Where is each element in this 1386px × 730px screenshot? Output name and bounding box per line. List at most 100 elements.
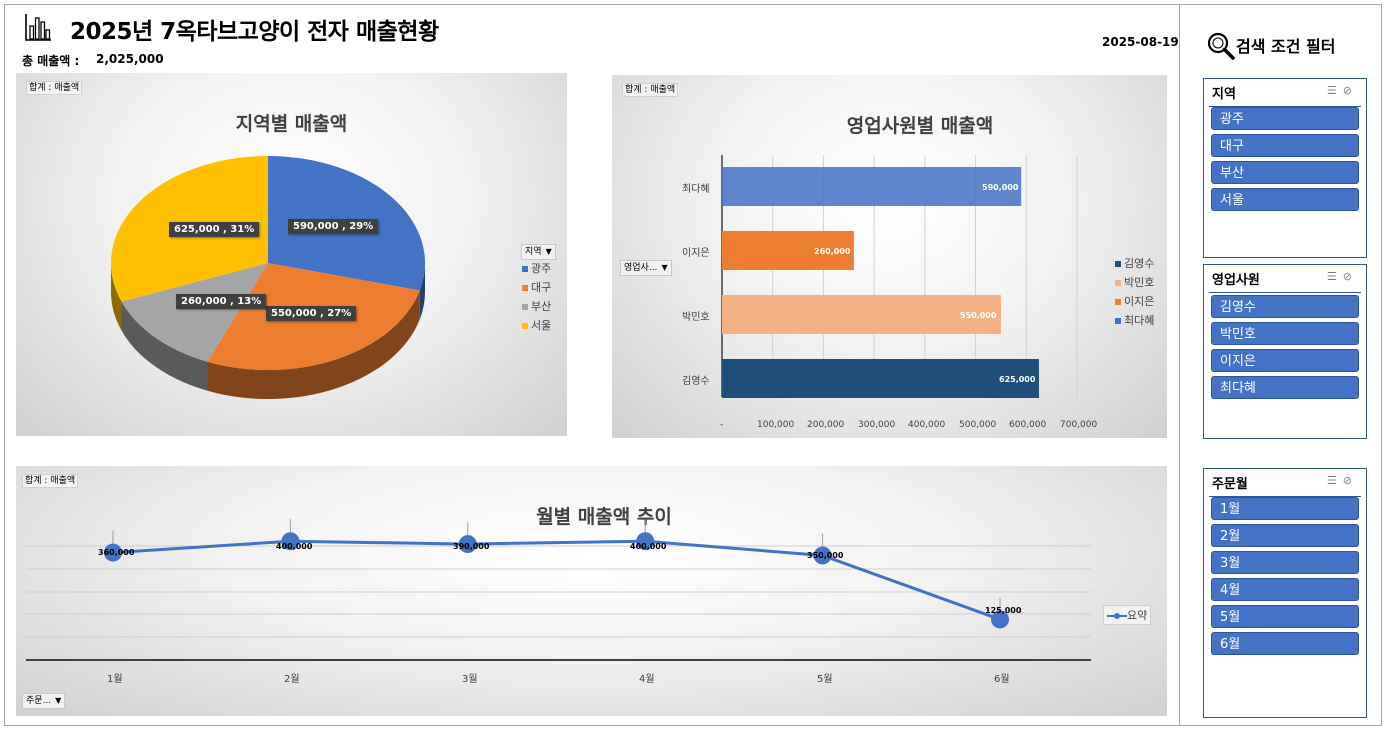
slicer-item-leejieun[interactable]: 이지은: [1211, 349, 1359, 372]
legend-label: 부산: [531, 300, 552, 313]
legend-swatch: [522, 285, 528, 291]
legend-label: 박민호: [1124, 276, 1155, 289]
dropdown-arrow-icon: ▼: [661, 263, 668, 272]
slicer-item-gwangju[interactable]: 광주: [1211, 107, 1359, 130]
total-sales-value: 2,025,000: [96, 52, 164, 66]
month-filter-label: 주문...: [26, 696, 52, 706]
line-point: [991, 610, 1009, 629]
slicer-title: 지역: [1212, 87, 1236, 102]
line-value-label: 125,000: [985, 606, 1022, 615]
month-axis-label: 5월: [817, 674, 833, 685]
pie-slice-side: [207, 290, 420, 400]
slicer-item-busan[interactable]: 부산: [1211, 161, 1359, 184]
legend-item-gwangju: 광주: [522, 260, 551, 276]
pie-chart: [111, 156, 425, 400]
month-axis-label: 2월: [284, 674, 300, 685]
slicer-item-may[interactable]: 5월: [1211, 605, 1359, 628]
pie-sum-tag[interactable]: 합계 : 매출액: [26, 81, 83, 95]
legend-label: 서울: [531, 319, 552, 332]
legend-item-choidahye: 최다혜: [1115, 312, 1154, 328]
x-tick-label: 600,000: [1009, 420, 1047, 430]
clear-filter-icon[interactable]: ⊘: [1342, 474, 1358, 487]
slicer-item-choidahye[interactable]: 최다혜: [1211, 376, 1359, 399]
slicer-item-kimyoungsu[interactable]: 김영수: [1211, 295, 1359, 318]
pie-slice-side: [121, 301, 208, 391]
month-axis-label: 6월: [994, 674, 1010, 685]
slicer-toolbar: ☰⊘: [1327, 84, 1358, 97]
legend-swatch: [1115, 318, 1121, 324]
pie-slice-side: [111, 263, 122, 331]
pie-slice: [121, 263, 268, 362]
pie-chart-region[interactable]: 합계 : 매출액 지역별 매출액 지역 ▼ 광주 대구 부산 서울 590,000…: [16, 73, 567, 436]
slicer-item-parkminho[interactable]: 박민호: [1211, 322, 1359, 345]
filter-panel-title: 검색 조건 필터: [1236, 37, 1336, 56]
pie-data-label: 550,000 , 27%: [266, 306, 357, 321]
x-tick-label: 700,000: [1060, 420, 1098, 430]
line-chart-region[interactable]: 합계 : 매출액 월별 매출액 추이 360,000 400,000 390,0…: [16, 466, 1167, 716]
slicer-item-seoul[interactable]: 서울: [1211, 188, 1359, 211]
line-point: [813, 546, 832, 565]
legend-label: 광주: [531, 262, 552, 275]
legend-item-daegu: 대구: [522, 279, 551, 295]
legend-item-kimyoungsu: 김영수: [1115, 255, 1154, 271]
legend-item-parkminho: 박민호: [1115, 274, 1154, 290]
clear-filter-icon[interactable]: ⊘: [1342, 270, 1358, 283]
month-filter-button[interactable]: 주문... ▼: [22, 693, 66, 709]
bar-category-label: 최다혜: [682, 184, 710, 195]
bar-chart-icon: [25, 14, 51, 41]
line-value-label: 400,000: [630, 542, 667, 551]
bar-chart-region[interactable]: 합계 : 매출액 영업사원별 매출액 영업사... ▼ 최다혜 이지은 박민호 김…: [612, 75, 1167, 438]
line-chart-title: 월별 매출액 추이: [536, 506, 672, 528]
legend-swatch: [522, 323, 528, 329]
bar: [722, 359, 1039, 398]
slicer-item-apr[interactable]: 4월: [1211, 578, 1359, 601]
legend-label: 요약: [1127, 609, 1148, 622]
legend-label: 김영수: [1124, 257, 1155, 270]
x-tick-label: 300,000: [858, 420, 896, 430]
bar-category-label: 김영수: [682, 376, 710, 387]
legend-swatch: [522, 304, 528, 310]
slicer-item-mar[interactable]: 3월: [1211, 551, 1359, 574]
slicer-divider: [1209, 292, 1361, 293]
region-slicer: 지역 ☰⊘ 광주 대구 부산 서울: [1203, 78, 1367, 258]
slicer-item-feb[interactable]: 2월: [1211, 524, 1359, 547]
slicer-divider: [1209, 106, 1361, 107]
line-sum-tag[interactable]: 합계 : 매출액: [22, 474, 79, 488]
slicer-toolbar: ☰⊘: [1327, 474, 1358, 487]
legend-item-busan: 부산: [522, 298, 551, 314]
line-value-label: 400,000: [276, 542, 313, 551]
slicer-item-jun[interactable]: 6월: [1211, 632, 1359, 655]
region-filter-button[interactable]: 지역 ▼: [521, 244, 556, 260]
bar-value-label: 260,000: [814, 247, 851, 256]
line-value-label: 390,000: [453, 542, 490, 551]
multi-select-icon[interactable]: ☰: [1326, 474, 1343, 487]
salesrep-filter-button[interactable]: 영업사... ▼: [620, 260, 672, 276]
page-title: 2025년 7옥타브고양이 전자 매출현황: [70, 19, 439, 45]
multi-select-icon[interactable]: ☰: [1326, 270, 1343, 283]
bar-category-label: 박민호: [682, 312, 710, 323]
slicer-item-daegu[interactable]: 대구: [1211, 134, 1359, 157]
legend-swatch: [1115, 299, 1121, 305]
pie-slice-side: [419, 263, 425, 320]
x-tick-label: 400,000: [908, 420, 946, 430]
legend-line-marker: [1107, 613, 1127, 619]
legend-swatch: [522, 266, 528, 272]
bar-sum-tag[interactable]: 합계 : 매출액: [622, 83, 679, 97]
slicer-item-jan[interactable]: 1월: [1211, 497, 1359, 520]
bar: [722, 231, 854, 270]
dropdown-arrow-icon: ▼: [545, 247, 552, 256]
line-point: [281, 532, 300, 551]
clear-filter-icon[interactable]: ⊘: [1342, 84, 1358, 97]
multi-select-icon[interactable]: ☰: [1326, 84, 1343, 97]
bar-chart: [721, 155, 1078, 398]
month-axis-label: 4월: [639, 674, 655, 685]
panel-divider: [1179, 4, 1180, 726]
month-axis-label: 3월: [462, 674, 478, 685]
pie-data-label: 590,000 , 29%: [288, 219, 379, 234]
bar: [722, 167, 1022, 206]
x-tick-label: 500,000: [959, 420, 997, 430]
line-value-label: 350,000: [807, 551, 844, 560]
salesrep-filter-label: 영업사...: [624, 263, 658, 273]
line-legend: 요약: [1103, 605, 1152, 625]
legend-label: 대구: [531, 281, 552, 294]
